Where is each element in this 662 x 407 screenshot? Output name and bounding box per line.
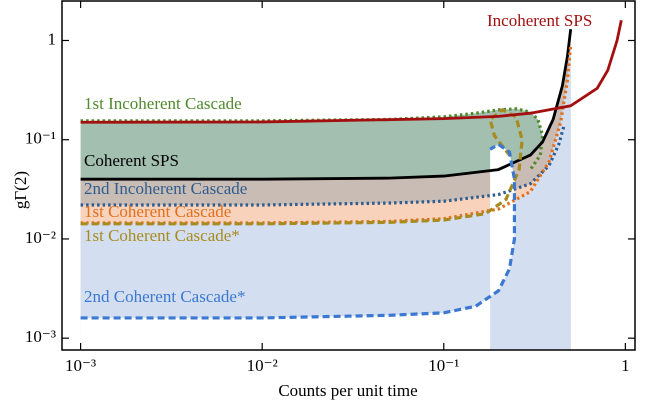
plot-frame: [61, 0, 636, 351]
series-label: 1st Coherent Cascade: [84, 202, 231, 221]
series-label: Coherent SPS: [84, 151, 179, 170]
series-label: 2nd Incoherent Cascade: [84, 179, 247, 198]
series-line: [80, 142, 517, 320]
series-label: Incoherent SPS: [487, 11, 592, 30]
x-tick-label: 1: [621, 356, 630, 375]
fills: [80, 29, 571, 351]
y-axis-label: gΓ(2): [11, 171, 30, 209]
y-tick-label: 10⁻²: [25, 228, 56, 247]
series-line: [80, 107, 524, 226]
lines: [80, 19, 623, 320]
series-label: 1st Coherent Cascade*: [84, 226, 240, 245]
area: [80, 45, 571, 351]
y-tick-label: 10⁻³: [25, 327, 56, 346]
series-line: [80, 19, 623, 124]
series-label: 2nd Coherent Cascade*: [84, 287, 245, 306]
series-line: [80, 44, 573, 225]
x-tick-label: 10⁻¹: [428, 356, 459, 375]
x-tick-label: 10⁻³: [65, 356, 96, 375]
series-line: [80, 29, 573, 181]
x-tick-label: 10⁻²: [247, 356, 278, 375]
area: [80, 144, 515, 350]
y-tick-label: 1: [48, 29, 57, 48]
y-tick-label: 10⁻¹: [25, 129, 56, 148]
series-line: [80, 124, 566, 207]
series-label: 1st Incoherent Cascade: [84, 94, 242, 113]
x-axis-label: Counts per unit time: [278, 381, 417, 400]
